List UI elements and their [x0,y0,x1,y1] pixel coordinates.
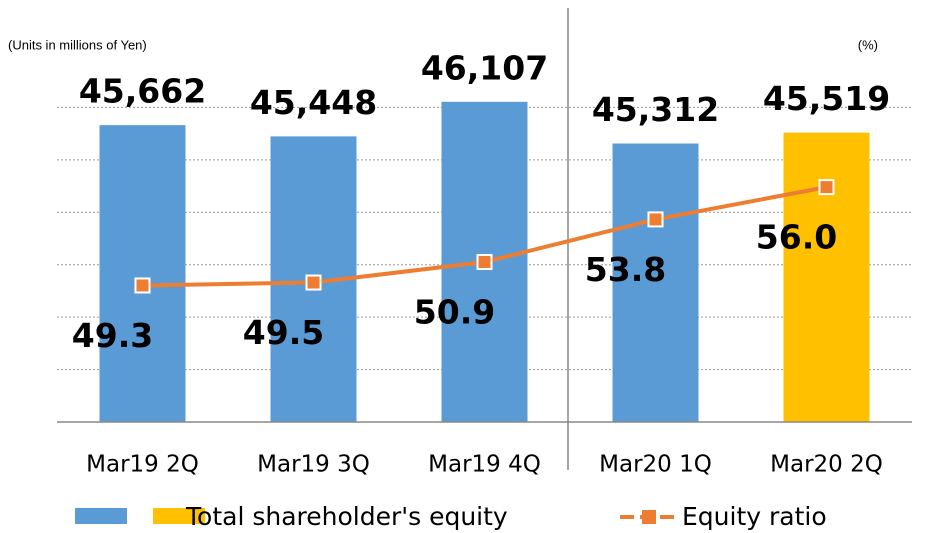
x-tick-label: Mar19 3Q [257,452,370,478]
line-marker [305,274,322,291]
bar-value-label: 45,662 [79,72,206,111]
line-marker [476,253,493,270]
legend-swatch [153,508,205,524]
x-tick-label: Mar19 2Q [86,452,199,478]
line-value-label: 56.0 [756,218,837,257]
legend-marker [642,510,656,524]
y2-axis-label: (%) [858,37,878,52]
bar-value-label: 45,448 [250,83,377,122]
y-axis-label: (Units in millions of Yen) [8,37,147,52]
legend-label: Equity ratio [682,502,827,531]
bar [99,125,186,423]
bar-value-label: 45,519 [763,79,890,118]
legend-swatch [75,508,127,524]
x-tick-label: Mar20 1Q [599,452,712,478]
line-marker [647,211,664,228]
bar [612,143,699,422]
line-marker [818,179,835,196]
line-value-label: 49.5 [243,313,324,352]
bar-value-label: 46,107 [421,48,548,87]
line-marker [134,277,151,294]
line-value-label: 50.9 [414,292,495,331]
x-tick-label: Mar20 2Q [770,452,883,478]
legend-label: Total shareholder's equity [185,502,508,531]
bar [783,132,870,422]
x-tick-label: Mar19 4Q [428,452,541,478]
bar-value-label: 45,312 [592,90,719,129]
line-value-label: 53.8 [585,250,666,289]
line-value-label: 49.3 [72,316,153,355]
